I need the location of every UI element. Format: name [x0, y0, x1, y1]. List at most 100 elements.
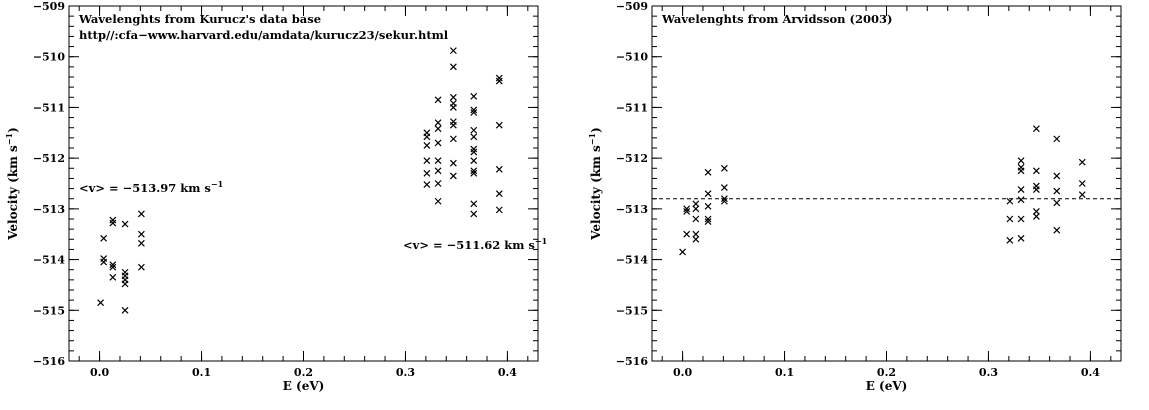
data-point-stroke — [100, 234, 108, 242]
data-point — [470, 126, 478, 134]
y-tick-label: −513 — [616, 203, 648, 216]
data-point — [1032, 207, 1040, 215]
data-point-stroke — [100, 258, 108, 266]
data-point-stroke — [137, 230, 145, 238]
y-tick-label: −513 — [33, 203, 65, 216]
data-point — [97, 299, 105, 307]
data-point — [109, 219, 117, 227]
y-tick-label: −512 — [616, 152, 648, 165]
data-point — [1006, 215, 1014, 223]
x-tick-label: 0.2 — [294, 366, 313, 379]
data-point — [434, 96, 442, 104]
data-point — [495, 165, 503, 173]
data-point — [683, 205, 691, 213]
data-point — [449, 135, 457, 143]
data-point — [449, 159, 457, 167]
data-point-stroke — [109, 216, 117, 224]
data-point — [1053, 135, 1061, 143]
data-point — [434, 157, 442, 165]
data-point-stroke — [449, 172, 457, 180]
data-point-stroke — [495, 77, 503, 85]
data-point — [423, 133, 431, 141]
data-point — [121, 306, 129, 314]
data-point-stroke — [1017, 196, 1025, 204]
data-point — [692, 215, 700, 223]
data-point — [1017, 215, 1025, 223]
annotation-sup: −1 — [535, 236, 547, 246]
data-point — [434, 180, 442, 187]
y-tick-label: −514 — [616, 254, 649, 267]
data-point — [720, 164, 728, 172]
data-point — [704, 168, 712, 176]
data-point-stroke — [704, 215, 712, 223]
data-point-stroke — [704, 218, 712, 225]
y-tick-label: −515 — [33, 304, 65, 317]
data-point-stroke — [449, 135, 457, 143]
data-point-stroke — [692, 230, 700, 238]
data-point-stroke — [692, 215, 700, 223]
data-point-stroke — [109, 273, 117, 281]
data-point-stroke — [137, 263, 145, 271]
data-point — [109, 261, 117, 269]
data-point-stroke — [449, 159, 457, 167]
data-point — [470, 109, 478, 116]
data-point-stroke — [449, 47, 457, 55]
data-point-stroke — [423, 142, 431, 149]
data-point — [683, 207, 691, 215]
data-point — [434, 167, 442, 175]
y-axis-label-close: ) — [589, 127, 603, 133]
data-point — [423, 142, 431, 149]
data-point — [683, 230, 691, 238]
y-axis-label: Velocity (km s−1) — [587, 127, 603, 241]
data-point — [434, 197, 442, 205]
data-point — [1017, 196, 1025, 204]
data-point-stroke — [1017, 234, 1025, 242]
data-point-stroke — [1078, 180, 1086, 187]
data-point-stroke — [683, 230, 691, 238]
data-point-stroke — [683, 205, 691, 213]
y-tick-label: −510 — [616, 51, 649, 64]
data-point-stroke — [1078, 158, 1086, 166]
data-point-stroke — [1017, 157, 1025, 165]
data-point-stroke — [423, 181, 431, 188]
data-point — [1078, 158, 1086, 166]
data-point — [434, 119, 442, 127]
chart-panel-1: −516 −515 −514 −513 −512 −511 −510 −509 0.0 0.1 0.… — [4, 0, 547, 393]
data-point-stroke — [121, 306, 129, 314]
data-point — [470, 145, 478, 153]
data-point-stroke — [495, 190, 503, 198]
data-point-stroke — [692, 235, 700, 243]
data-point — [1078, 191, 1086, 199]
data-point — [449, 172, 457, 180]
data-point — [720, 184, 728, 191]
annotation-text: Wavelenghts from Arvidsson (2003) — [661, 12, 892, 26]
data-point-stroke — [679, 248, 687, 256]
data-point — [470, 148, 478, 156]
chart-panel-2: −516 −515 −514 −513 −512 −511 −510 −509 0.0 0.1 0.… — [587, 0, 1122, 393]
data-point — [1006, 197, 1014, 205]
data-point — [692, 200, 700, 208]
data-point — [470, 106, 478, 114]
data-point-stroke — [720, 164, 728, 172]
data-point-stroke — [423, 133, 431, 141]
data-point-stroke — [1017, 186, 1025, 194]
data-point — [423, 157, 431, 165]
x-axis-label: E (eV) — [866, 379, 908, 393]
data-point-stroke — [704, 190, 712, 198]
data-point-stroke — [109, 261, 117, 269]
data-point — [704, 215, 712, 223]
data-point — [704, 218, 712, 225]
data-point-stroke — [434, 119, 442, 127]
y-tick-label: −516 — [33, 355, 66, 368]
annotation: http//:cfa−www.harvard.edu/amdata/kurucz… — [79, 28, 449, 42]
data-point — [679, 248, 687, 256]
y-tick-label: −511 — [33, 101, 65, 114]
annotation: <v> = −513.97 km s−1 — [79, 179, 223, 195]
data-point — [470, 210, 478, 218]
data-point-stroke — [1006, 236, 1014, 244]
data-point — [495, 74, 503, 82]
data-point-stroke — [704, 168, 712, 176]
data-point-stroke — [1006, 215, 1014, 223]
annotation: Wavelenghts from Arvidsson (2003) — [661, 12, 892, 26]
